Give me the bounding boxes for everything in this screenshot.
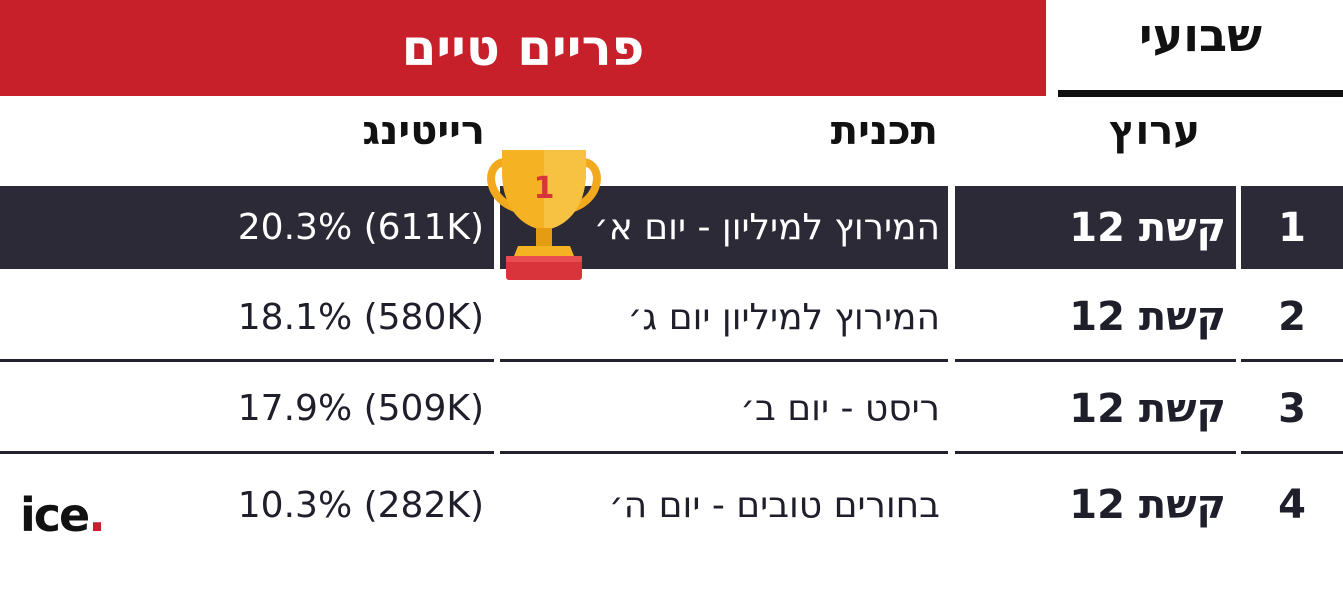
table-row-4-rank: 4 xyxy=(1278,482,1306,528)
ice-logo: ice. xyxy=(20,488,106,542)
column-header-program: תכנית xyxy=(830,108,938,154)
table-row-2-channel: קשת 12 xyxy=(1069,294,1226,340)
table-row-3-rating: 17.9% (509K) xyxy=(237,388,484,429)
banner-title: פריים טיים xyxy=(401,19,645,77)
table-row-2-rank: 2 xyxy=(1278,294,1306,340)
row-divider xyxy=(1241,359,1343,362)
row-divider xyxy=(955,359,1236,362)
table-row-1-rank: 1 xyxy=(1241,186,1343,269)
title-banner: פריים טיים xyxy=(0,0,1046,96)
table-row-3-channel: קשת 12 xyxy=(1069,385,1226,432)
row-divider xyxy=(955,451,1236,454)
column-header-channel: ערוץ xyxy=(1109,108,1200,154)
tab-weekly[interactable]: שבועי xyxy=(1058,0,1343,97)
table-row-2-program: המירוץ למיליון יום ג׳ xyxy=(627,296,940,338)
table-row-1-program: המירוץ למיליון - יום א׳ xyxy=(500,186,948,269)
ice-logo-dot: . xyxy=(88,488,106,542)
row-divider xyxy=(500,359,948,362)
table-row-4-rating: 10.3% (282K) xyxy=(237,484,484,526)
table-row-1-channel: קשת 12 xyxy=(955,186,1236,269)
row-divider xyxy=(1241,451,1343,454)
trophy-icon: 1 xyxy=(487,150,601,280)
table-row-4-channel: קשת 12 xyxy=(1069,482,1226,528)
column-header-rating: רייטינג xyxy=(362,108,485,154)
table-row-1-rating: 20.3% (611K) xyxy=(0,186,494,269)
table-row-2-rating: 18.1% (580K) xyxy=(237,296,484,338)
table-row-4-program: בחורים טובים - יום ה׳ xyxy=(608,484,940,526)
row-divider xyxy=(500,451,948,454)
table-row-3-program: ריסט - יום ב׳ xyxy=(740,388,940,429)
ice-logo-text: ice xyxy=(20,488,90,542)
table-row-3-rank: 3 xyxy=(1278,385,1306,432)
row-divider xyxy=(0,359,494,362)
tab-weekly-label: שבועי xyxy=(1139,8,1262,62)
row-divider xyxy=(0,451,494,454)
trophy-label: 1 xyxy=(534,171,555,206)
